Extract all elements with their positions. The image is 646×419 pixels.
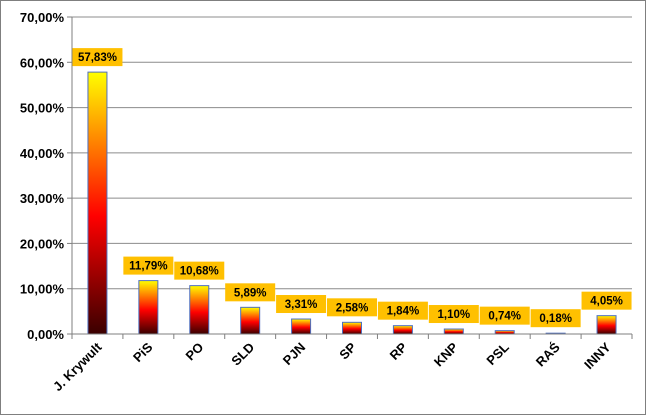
gridlines	[72, 16, 632, 290]
y-tick-label: 60,00%	[20, 55, 65, 70]
data-label: 1,84%	[387, 306, 420, 318]
axes	[67, 16, 633, 339]
x-tick-label: J. Krywult	[50, 339, 105, 394]
y-tick-label: 70,00%	[20, 10, 65, 25]
bar	[596, 315, 617, 335]
y-tick-label: 10,00%	[20, 282, 65, 297]
bar	[494, 330, 515, 335]
x-tick-label: INNY	[581, 339, 614, 372]
x-tick-label: SLD	[228, 340, 257, 369]
data-label-box	[225, 283, 276, 302]
x-axis-tick-labels: J. Krywult PiS PO SLD PJN SP RP KNP PSL RAŚ INNY	[50, 339, 614, 394]
data-labels: 57,83% 11,79% 10,68% 5,89% 3,31% 2,58% 1,84% 1,…	[72, 48, 632, 328]
data-label-box	[276, 295, 327, 314]
y-tick-label: 30,00%	[20, 191, 65, 206]
x-tick-label: PJN	[280, 340, 308, 368]
y-tick-label: 20,00%	[20, 236, 65, 251]
data-label-box	[479, 306, 530, 325]
y-tick-label: 50,00%	[20, 101, 65, 116]
data-label-box	[530, 309, 581, 328]
x-tick-label: SP	[336, 339, 359, 362]
data-label-box	[581, 291, 632, 310]
data-label-box	[123, 256, 174, 275]
bars	[87, 71, 617, 335]
bar	[87, 71, 108, 335]
data-label: 11,79%	[129, 261, 167, 273]
data-label-box	[377, 301, 428, 320]
data-label: 57,83%	[78, 52, 117, 64]
data-label-box	[174, 261, 225, 280]
data-label: 1,10%	[438, 309, 471, 321]
bar	[240, 306, 261, 335]
x-tick-label: PiS	[130, 339, 156, 365]
data-label: 0,74%	[488, 311, 521, 323]
x-tick-label: KNP	[431, 339, 461, 369]
data-label: 4,05%	[590, 296, 623, 308]
bar	[291, 318, 312, 335]
bar	[342, 321, 362, 335]
bar	[443, 328, 464, 335]
data-label: 3,31%	[285, 299, 318, 311]
data-label-box	[327, 298, 377, 317]
bar	[138, 280, 159, 335]
bar	[189, 285, 210, 335]
data-label: 2,58%	[336, 302, 369, 314]
data-label-box	[428, 305, 479, 324]
x-tick-label: PO	[182, 340, 206, 364]
data-label: 10,68%	[180, 266, 219, 278]
x-tick-label: RP	[387, 339, 411, 363]
x-tick-label: RAŚ	[533, 339, 563, 369]
bar	[392, 325, 413, 335]
data-label-box	[72, 48, 123, 67]
data-label: 5,89%	[234, 287, 267, 299]
data-label: 0,18%	[539, 313, 572, 325]
y-tick-label: 0,00%	[27, 327, 64, 342]
x-tick-label: PSL	[483, 339, 512, 368]
y-tick-label: 40,00%	[20, 146, 65, 161]
y-axis-tick-labels: 0,00% 10,00% 20,00% 30,00% 40,00% 50,00% 60,00…	[20, 10, 65, 342]
